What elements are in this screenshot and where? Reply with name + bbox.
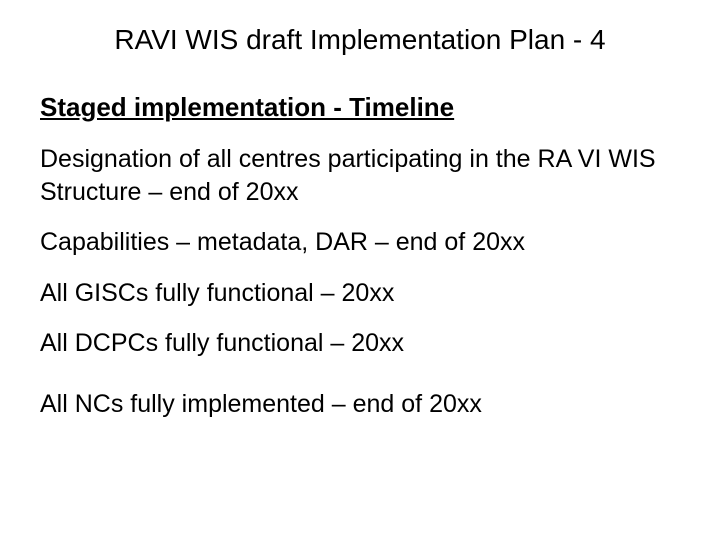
timeline-item: All GISCs fully functional – 20xx — [40, 277, 680, 310]
section-heading: Staged implementation - Timeline — [40, 92, 680, 123]
timeline-item-text: All GISCs fully functional – 20xx — [40, 279, 394, 307]
timeline-item: All NCs fully implemented – end of 20xx — [40, 388, 680, 421]
timeline-item: Capabilities – metadata, DAR – end of 20… — [40, 226, 680, 259]
timeline-item-text: All DCPCs fully functional – 20xx — [40, 329, 404, 357]
timeline-item-text: Designation of all centres participating… — [40, 145, 656, 206]
timeline-item-text: All NCs fully implemented – end of 20xx — [40, 390, 482, 418]
timeline-item-text: Capabilities – metadata, DAR – end of 20… — [40, 228, 525, 256]
timeline-item: Designation of all centres participating… — [40, 143, 680, 208]
slide-title: RAVI WIS draft Implementation Plan - 4 — [40, 24, 680, 56]
timeline-item: All DCPCs fully functional – 20xx — [40, 327, 680, 360]
